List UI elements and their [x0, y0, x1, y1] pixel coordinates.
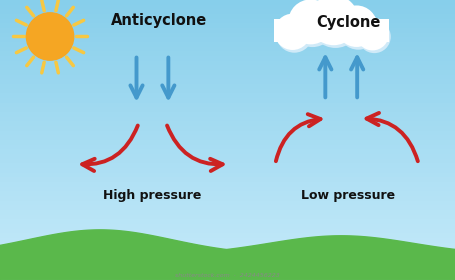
- Bar: [0, 168, 455, 173]
- Bar: [0, 14, 455, 19]
- Bar: [0, 205, 455, 210]
- Bar: [0, 256, 455, 261]
- Bar: [0, 98, 455, 103]
- Bar: [0, 266, 455, 270]
- Bar: [0, 107, 455, 112]
- Bar: [0, 219, 455, 224]
- Bar: [0, 270, 455, 275]
- Bar: [0, 261, 455, 266]
- Bar: [0, 159, 455, 163]
- Bar: [0, 121, 455, 126]
- Circle shape: [308, 0, 359, 45]
- Bar: [0, 187, 455, 191]
- Bar: [0, 19, 455, 24]
- Circle shape: [276, 17, 313, 53]
- Text: Anticyclone: Anticyclone: [111, 13, 207, 28]
- Bar: [0, 126, 455, 131]
- Bar: [0, 252, 455, 256]
- Bar: [0, 140, 455, 145]
- Bar: [0, 89, 455, 93]
- Bar: [0, 52, 455, 56]
- Circle shape: [338, 8, 379, 50]
- Bar: [0, 154, 455, 159]
- Circle shape: [274, 14, 311, 50]
- Bar: [0, 24, 455, 28]
- Bar: [0, 38, 455, 42]
- Bar: [0, 215, 455, 219]
- Bar: [0, 103, 455, 107]
- Bar: [0, 42, 455, 47]
- Bar: [0, 177, 455, 182]
- Bar: [0, 191, 455, 196]
- Circle shape: [26, 13, 74, 60]
- Circle shape: [288, 0, 333, 44]
- Bar: [274, 19, 389, 42]
- Bar: [0, 163, 455, 168]
- Bar: [0, 112, 455, 117]
- Text: shutterstock.com  ·  2424456223: shutterstock.com · 2424456223: [175, 273, 280, 278]
- Bar: [0, 84, 455, 89]
- Bar: [0, 56, 455, 61]
- Text: High pressure: High pressure: [103, 189, 202, 202]
- Bar: [0, 182, 455, 187]
- Circle shape: [290, 2, 335, 47]
- Circle shape: [336, 5, 377, 47]
- Bar: [0, 47, 455, 52]
- Bar: [0, 75, 455, 79]
- Circle shape: [356, 18, 389, 50]
- Bar: [0, 228, 455, 233]
- Bar: [0, 28, 455, 33]
- Bar: [0, 233, 455, 238]
- Bar: [0, 93, 455, 98]
- Bar: [0, 5, 455, 10]
- Bar: [0, 10, 455, 14]
- Bar: [0, 33, 455, 38]
- Bar: [0, 149, 455, 154]
- Bar: [0, 224, 455, 228]
- Text: Low pressure: Low pressure: [301, 189, 395, 202]
- Circle shape: [358, 20, 391, 53]
- Bar: [0, 61, 455, 66]
- Bar: [0, 0, 455, 5]
- Bar: [0, 242, 455, 247]
- Bar: [0, 247, 455, 252]
- Bar: [0, 196, 455, 201]
- Bar: [0, 70, 455, 75]
- Circle shape: [310, 0, 360, 48]
- Bar: [0, 135, 455, 140]
- Bar: [0, 145, 455, 149]
- Bar: [0, 117, 455, 121]
- Text: Cyclone: Cyclone: [316, 15, 380, 30]
- Bar: [0, 210, 455, 215]
- Bar: [0, 173, 455, 177]
- Bar: [0, 79, 455, 84]
- Bar: [0, 238, 455, 242]
- Bar: [0, 66, 455, 70]
- Bar: [0, 131, 455, 135]
- Bar: [0, 201, 455, 205]
- Bar: [0, 275, 455, 280]
